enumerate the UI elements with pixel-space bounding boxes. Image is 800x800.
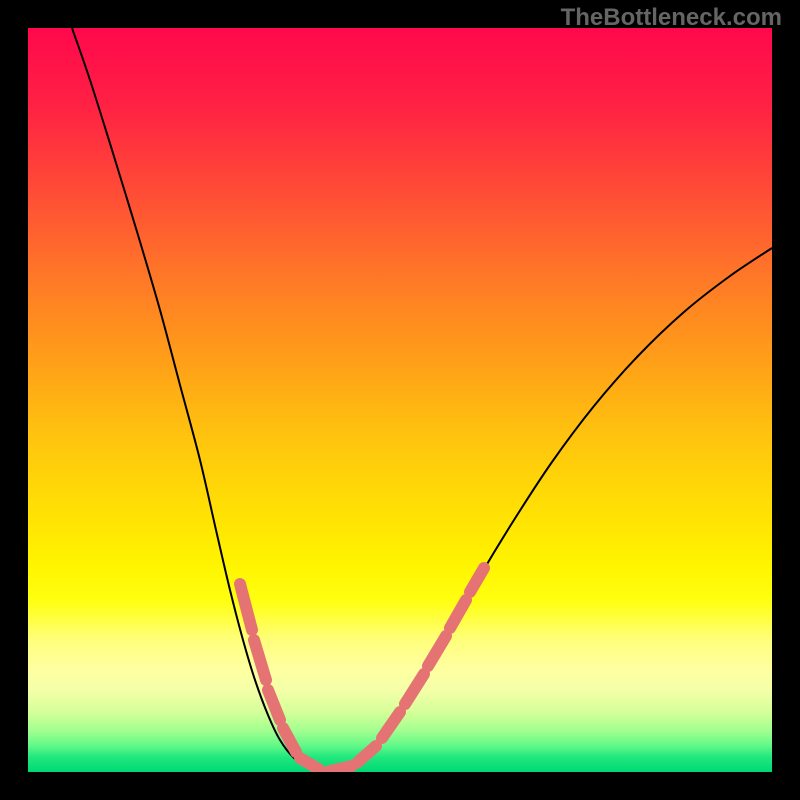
curve-highlight-segment <box>330 766 352 771</box>
bottleneck-chart <box>0 0 800 800</box>
plot-background <box>28 28 772 772</box>
chart-container: TheBottleneck.com <box>0 0 800 800</box>
watermark-text: TheBottleneck.com <box>561 4 782 32</box>
